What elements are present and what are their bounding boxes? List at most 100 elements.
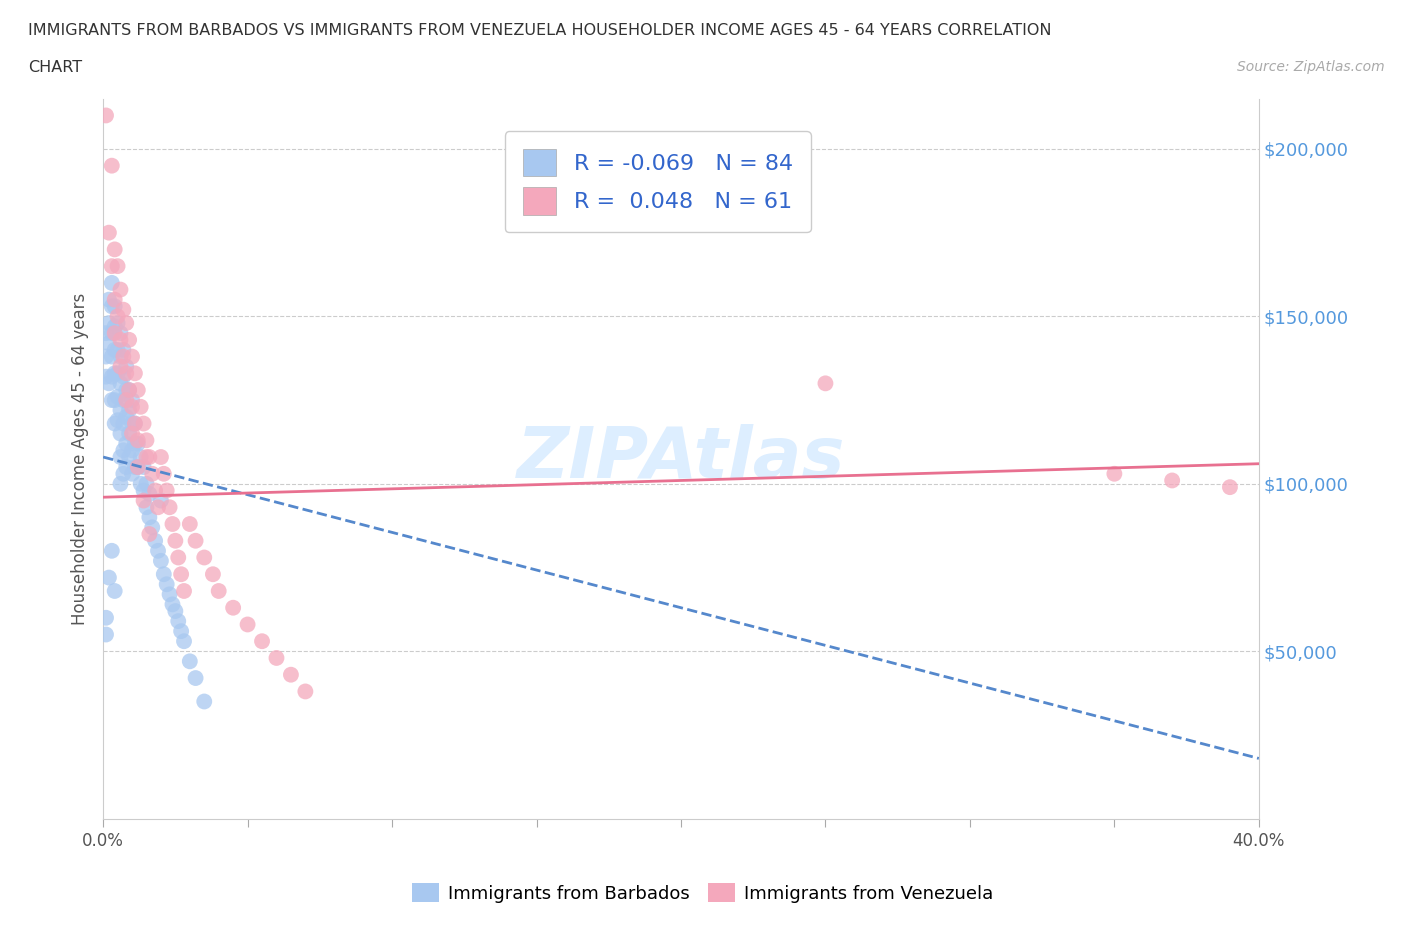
Point: [159, 587, 181, 602]
Point: [101, 392, 124, 407]
Point: [115, 382, 138, 397]
Point: [127, 459, 149, 474]
Point: [97, 315, 120, 330]
Point: [124, 436, 146, 451]
Point: [193, 550, 215, 565]
Point: [149, 553, 172, 568]
Point: [121, 416, 143, 431]
Point: [110, 403, 132, 418]
Point: [118, 449, 141, 464]
Point: [173, 583, 195, 598]
Point: [127, 459, 149, 474]
Point: [110, 376, 132, 391]
Point: [1219, 480, 1241, 495]
Point: [236, 617, 259, 631]
Point: [121, 466, 143, 481]
Point: [156, 483, 179, 498]
Point: [115, 365, 138, 380]
Legend: R = -0.069   N = 84, R =  0.048   N = 61: R = -0.069 N = 84, R = 0.048 N = 61: [505, 131, 811, 232]
Point: [101, 299, 124, 313]
Point: [135, 476, 157, 491]
Point: [115, 315, 138, 330]
Point: [162, 516, 184, 531]
Point: [179, 516, 201, 531]
Point: [149, 493, 172, 508]
Text: Source: ZipAtlas.com: Source: ZipAtlas.com: [1237, 60, 1385, 74]
Point: [143, 483, 166, 498]
Point: [107, 390, 129, 405]
Point: [112, 369, 135, 384]
Point: [94, 627, 117, 642]
Point: [132, 493, 155, 508]
Point: [112, 443, 135, 458]
Point: [107, 259, 129, 273]
Point: [112, 342, 135, 357]
Point: [146, 543, 169, 558]
Point: [101, 259, 124, 273]
Point: [167, 550, 190, 565]
Point: [138, 449, 160, 464]
Point: [121, 349, 143, 364]
Point: [110, 359, 132, 374]
Point: [250, 633, 273, 648]
Point: [129, 449, 152, 464]
Point: [104, 299, 127, 313]
Point: [101, 326, 124, 340]
Point: [222, 600, 245, 615]
Point: [162, 597, 184, 612]
Point: [118, 426, 141, 441]
Point: [104, 326, 127, 340]
Point: [184, 671, 207, 685]
Point: [118, 382, 141, 397]
Point: [115, 359, 138, 374]
Point: [101, 543, 124, 558]
Point: [143, 533, 166, 548]
Point: [104, 392, 127, 407]
Point: [118, 403, 141, 418]
Point: [104, 583, 127, 598]
Point: [110, 476, 132, 491]
Point: [1161, 473, 1184, 488]
Point: [107, 342, 129, 357]
Point: [110, 449, 132, 464]
Text: CHART: CHART: [28, 60, 82, 75]
Point: [110, 282, 132, 297]
Point: [153, 466, 176, 481]
Point: [107, 413, 129, 428]
Point: [170, 624, 193, 639]
Point: [193, 694, 215, 709]
Point: [124, 365, 146, 380]
Point: [141, 520, 163, 535]
Point: [104, 242, 127, 257]
Point: [121, 399, 143, 414]
Point: [94, 349, 117, 364]
Point: [135, 499, 157, 514]
Point: [101, 158, 124, 173]
Point: [94, 369, 117, 384]
Point: [97, 376, 120, 391]
Point: [97, 336, 120, 351]
Point: [146, 499, 169, 514]
Point: [94, 108, 117, 123]
Point: [280, 667, 302, 682]
Point: [97, 292, 120, 307]
Point: [294, 684, 316, 698]
Point: [107, 365, 129, 380]
Point: [94, 326, 117, 340]
Point: [110, 349, 132, 364]
Point: [153, 566, 176, 581]
Point: [121, 426, 143, 441]
Point: [266, 650, 288, 665]
Point: [170, 566, 193, 581]
Point: [115, 436, 138, 451]
Point: [167, 614, 190, 629]
Point: [112, 302, 135, 317]
Point: [101, 349, 124, 364]
Legend: Immigrants from Barbados, Immigrants from Venezuela: Immigrants from Barbados, Immigrants fro…: [404, 874, 1002, 911]
Point: [124, 459, 146, 474]
Point: [107, 309, 129, 324]
Point: [115, 459, 138, 474]
Point: [149, 449, 172, 464]
Point: [184, 533, 207, 548]
Point: [127, 382, 149, 397]
